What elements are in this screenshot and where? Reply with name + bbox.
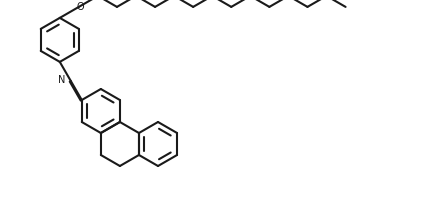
Text: N: N (58, 75, 66, 85)
Text: O: O (76, 2, 84, 12)
